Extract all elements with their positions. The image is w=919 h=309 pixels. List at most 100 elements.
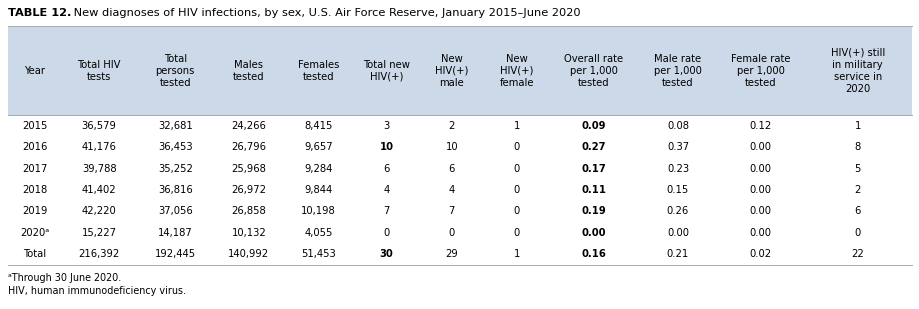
Text: 9,844: 9,844 [304, 185, 333, 195]
Text: 8: 8 [854, 142, 860, 152]
Text: 192,445: 192,445 [154, 249, 196, 259]
Text: 39,788: 39,788 [82, 163, 117, 174]
Text: 10,132: 10,132 [232, 228, 266, 238]
Text: 0.15: 0.15 [666, 185, 688, 195]
Text: 0.09: 0.09 [581, 121, 606, 131]
Text: Overall rate
per 1,000
tested: Overall rate per 1,000 tested [563, 53, 622, 87]
Text: Total new
HIV(+): Total new HIV(+) [363, 60, 410, 82]
Text: 0.08: 0.08 [666, 121, 688, 131]
Text: 0: 0 [514, 228, 519, 238]
Text: 22: 22 [850, 249, 863, 259]
Text: 140,992: 140,992 [228, 249, 269, 259]
Text: 0.00: 0.00 [749, 163, 771, 174]
Text: 0: 0 [514, 142, 519, 152]
Text: 2017: 2017 [22, 163, 48, 174]
Text: Males
tested: Males tested [233, 60, 265, 82]
Text: TABLE 12.: TABLE 12. [8, 8, 72, 18]
Text: 10: 10 [445, 142, 458, 152]
Text: HIV(+) still
in military
service in
2020: HIV(+) still in military service in 2020 [830, 48, 884, 94]
Text: 36,816: 36,816 [158, 185, 192, 195]
Text: 26,858: 26,858 [232, 206, 266, 216]
Text: 2: 2 [448, 121, 454, 131]
Text: Total
persons
tested: Total persons tested [155, 53, 195, 87]
Text: 15,227: 15,227 [82, 228, 117, 238]
Text: 0.26: 0.26 [666, 206, 688, 216]
Text: 1: 1 [513, 249, 519, 259]
Text: 10: 10 [379, 142, 393, 152]
Bar [8, 26, 911, 115]
Text: 0.00: 0.00 [581, 228, 606, 238]
Text: 9,657: 9,657 [304, 142, 333, 152]
Text: 0.11: 0.11 [581, 185, 606, 195]
Text: Year: Year [25, 66, 45, 75]
Text: HIV, human immunodeficiency virus.: HIV, human immunodeficiency virus. [8, 286, 186, 296]
Text: Total HIV
tests: Total HIV tests [77, 60, 120, 82]
Text: New diagnoses of HIV infections, by sex, U.S. Air Force Reserve, January 2015–Ju: New diagnoses of HIV infections, by sex,… [70, 8, 580, 18]
Text: 25,968: 25,968 [231, 163, 266, 174]
Text: 2019: 2019 [22, 206, 48, 216]
Text: 2018: 2018 [22, 185, 48, 195]
Text: 0.37: 0.37 [666, 142, 688, 152]
Text: Male rate
per 1,000
tested: Male rate per 1,000 tested [653, 53, 701, 87]
Text: Female rate
per 1,000
tested: Female rate per 1,000 tested [731, 53, 789, 87]
Text: 216,392: 216,392 [78, 249, 119, 259]
Text: 7: 7 [383, 206, 390, 216]
Text: 37,056: 37,056 [158, 206, 192, 216]
Text: 2016: 2016 [22, 142, 48, 152]
Text: ᵃThrough 30 June 2020.: ᵃThrough 30 June 2020. [8, 273, 121, 283]
Text: 51,453: 51,453 [301, 249, 335, 259]
Text: Total: Total [23, 249, 47, 259]
Text: 0: 0 [514, 163, 519, 174]
Text: 0.16: 0.16 [581, 249, 606, 259]
Text: 24,266: 24,266 [231, 121, 266, 131]
Text: New
HIV(+)
male: New HIV(+) male [435, 53, 468, 87]
Text: 4,055: 4,055 [304, 228, 333, 238]
Text: 0.00: 0.00 [666, 228, 688, 238]
Text: New
HIV(+)
female: New HIV(+) female [499, 53, 534, 87]
Text: 0: 0 [383, 228, 389, 238]
Text: 0.00: 0.00 [749, 142, 771, 152]
Text: 10,198: 10,198 [301, 206, 335, 216]
Text: 0.17: 0.17 [581, 163, 606, 174]
Text: 14,187: 14,187 [158, 228, 192, 238]
Text: 5: 5 [854, 163, 860, 174]
Text: 0: 0 [854, 228, 860, 238]
Text: 36,453: 36,453 [158, 142, 192, 152]
Text: 0.00: 0.00 [749, 185, 771, 195]
Text: 0.02: 0.02 [749, 249, 771, 259]
Text: 1: 1 [854, 121, 860, 131]
Text: Females
tested: Females tested [298, 60, 339, 82]
Text: 2: 2 [854, 185, 860, 195]
Text: 0.21: 0.21 [666, 249, 688, 259]
Text: 0: 0 [448, 228, 454, 238]
Text: 29: 29 [445, 249, 458, 259]
Text: 0: 0 [514, 206, 519, 216]
Text: 4: 4 [448, 185, 454, 195]
Text: 0.12: 0.12 [749, 121, 771, 131]
Text: 0.19: 0.19 [581, 206, 606, 216]
Text: 35,252: 35,252 [158, 163, 192, 174]
Text: 8,415: 8,415 [304, 121, 333, 131]
Text: 6: 6 [448, 163, 454, 174]
Text: 1: 1 [513, 121, 519, 131]
Text: 0.23: 0.23 [666, 163, 688, 174]
Text: 41,176: 41,176 [82, 142, 117, 152]
Text: 30: 30 [380, 249, 393, 259]
Text: 26,972: 26,972 [231, 185, 266, 195]
Text: 2020ᵃ: 2020ᵃ [20, 228, 50, 238]
Text: 26,796: 26,796 [231, 142, 266, 152]
Text: 6: 6 [854, 206, 860, 216]
Text: 42,220: 42,220 [82, 206, 117, 216]
Text: 0.27: 0.27 [581, 142, 606, 152]
Text: 6: 6 [383, 163, 390, 174]
Text: 2015: 2015 [22, 121, 48, 131]
Text: 0.00: 0.00 [749, 228, 771, 238]
Text: 36,579: 36,579 [82, 121, 117, 131]
Text: 7: 7 [448, 206, 454, 216]
Text: 4: 4 [383, 185, 389, 195]
Text: 0: 0 [514, 185, 519, 195]
Text: 0.00: 0.00 [749, 206, 771, 216]
Text: 32,681: 32,681 [158, 121, 192, 131]
Text: 41,402: 41,402 [82, 185, 117, 195]
Text: 3: 3 [383, 121, 389, 131]
